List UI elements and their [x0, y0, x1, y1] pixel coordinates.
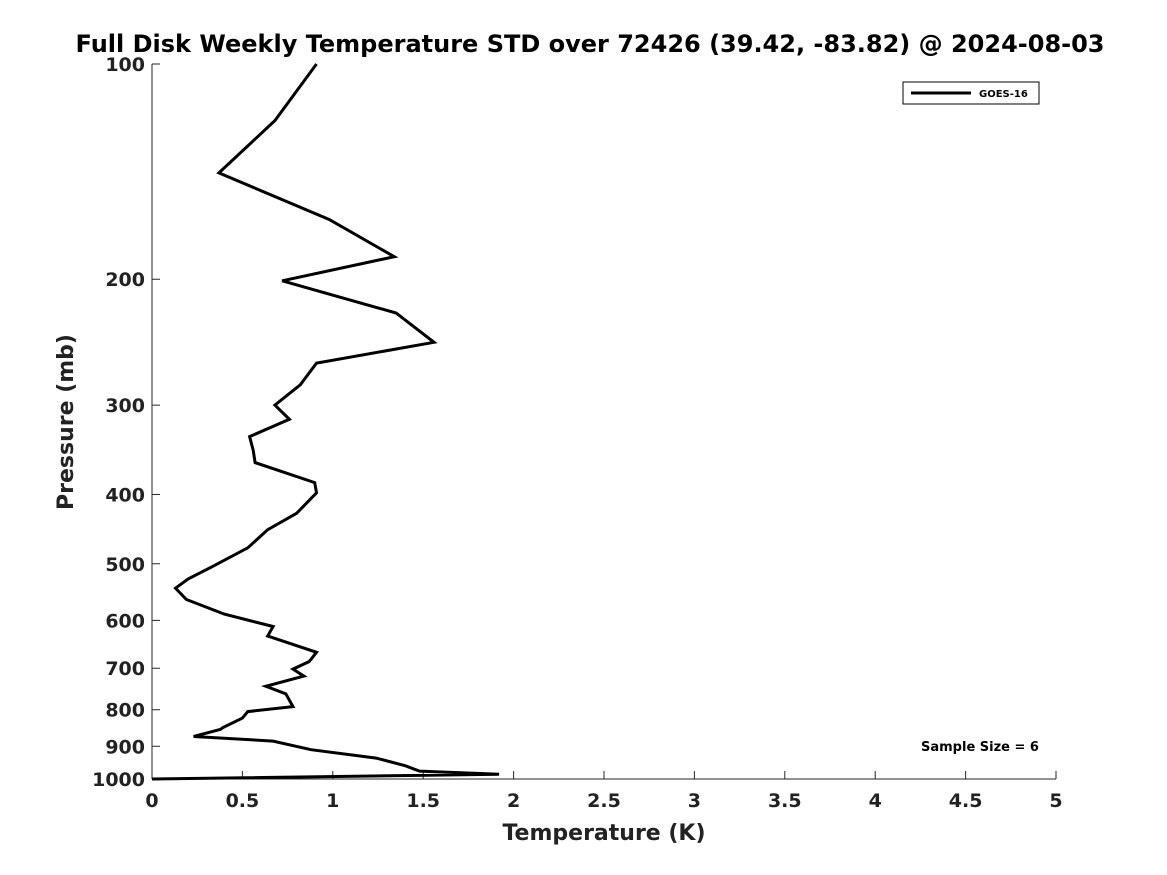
sample-size-annotation: Sample Size = 6 — [921, 740, 1039, 755]
y-tick-label: 600 — [105, 610, 145, 632]
x-tick-label: 2.5 — [587, 790, 621, 812]
x-tick-label: 2 — [507, 790, 520, 812]
x-tick-label: 5 — [1049, 790, 1062, 812]
y-tick-label: 100 — [105, 54, 145, 76]
x-tick-label: 0.5 — [226, 790, 260, 812]
x-tick-label: 3 — [688, 790, 701, 812]
y-tick-label: 800 — [105, 700, 145, 722]
x-tick-label: 4.5 — [949, 790, 983, 812]
x-tick-label: 1.5 — [406, 790, 440, 812]
x-tick-label: 1 — [326, 790, 339, 812]
chart-title: Full Disk Weekly Temperature STD over 72… — [76, 30, 1105, 58]
y-axis-label: Pressure (mb) — [54, 334, 79, 510]
y-tick-label: 500 — [105, 554, 145, 576]
x-axis-label: Temperature (K) — [502, 821, 705, 846]
y-tick-label: 300 — [105, 395, 145, 417]
y-tick-label: 200 — [105, 269, 145, 291]
y-tick-label: 700 — [105, 658, 145, 680]
legend: GOES-16 — [903, 82, 1039, 104]
legend-label: GOES-16 — [979, 89, 1028, 100]
y-tick-label: 1000 — [92, 769, 145, 791]
y-tick-label: 400 — [105, 484, 145, 506]
y-tick-label: 900 — [105, 736, 145, 758]
x-tick-label: 4 — [869, 790, 882, 812]
x-tick-label: 3.5 — [768, 790, 802, 812]
x-tick-label: 0 — [145, 790, 158, 812]
